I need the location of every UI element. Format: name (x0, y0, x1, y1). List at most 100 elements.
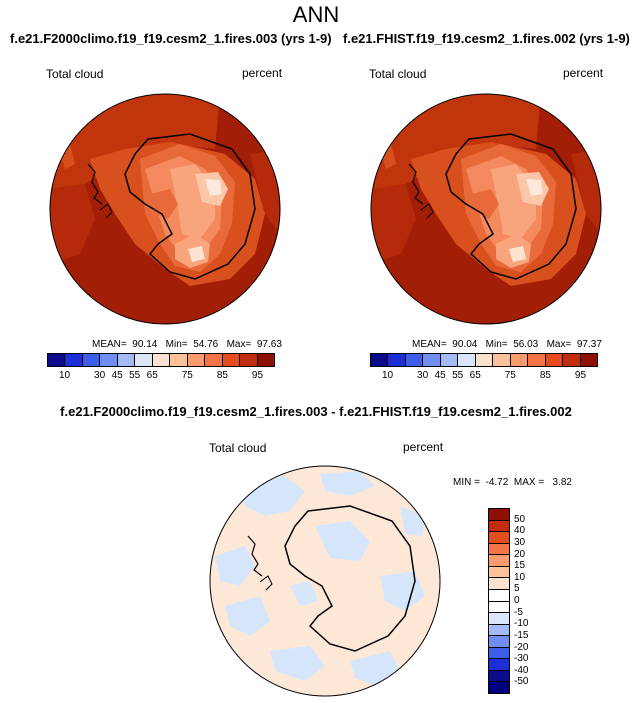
colorbar-swatch (544, 354, 563, 366)
colorbar-swatch (81, 354, 100, 366)
panel2-min-label: Min= (485, 339, 508, 350)
diff-stats: MIN = -4.72 MAX = 3.82 (453, 477, 572, 488)
panel2-mean-value: 90.04 (452, 339, 478, 350)
panel1-case-title: f.e21.F2000climo.f19_f19.cesm2_1.fires.0… (10, 31, 332, 46)
colorbar-swatch (422, 354, 440, 366)
colorbar-swatch (489, 600, 509, 613)
colorbar-swatch (151, 354, 170, 366)
colorbar-swatch (169, 354, 187, 366)
colorbar-swatch (256, 354, 275, 366)
panel2-case-title: f.e21.FHIST.f19_f19.cesm2_1.fires.002 (y… (343, 31, 630, 46)
colorbar-swatch (489, 565, 509, 578)
panel1-stats: MEAN= 90.14 Min= 54.76 Max= 97.63 (92, 339, 282, 350)
colorbar-tick-label: -10 (514, 618, 529, 630)
colorbar-tick-label: 95 (574, 370, 587, 381)
diff-map (209, 465, 441, 697)
colorbar-tick-label: 0 (514, 595, 520, 606)
colorbar-swatch (489, 646, 509, 659)
colorbar-tick-label: 30 (94, 370, 106, 381)
panel1-mean-label: MEAN= (92, 339, 127, 350)
colorbar-swatch (134, 354, 152, 366)
diff-colorbar: 50 40 30 20 15 10 5 0 -5 -10 -15 -20 -30 -40 -50 (488, 508, 548, 694)
colorbar-swatch (492, 354, 510, 366)
colorbar-swatch (489, 669, 509, 682)
colorbar-tick-label: -15 (514, 629, 529, 641)
diff-max-value: 3.82 (552, 477, 572, 488)
colorbar-swatch (387, 354, 405, 366)
colorbar-tick-label: -30 (514, 653, 529, 665)
colorbar-swatch (527, 354, 545, 366)
diff-min-label: MIN = (453, 477, 480, 488)
colorbar-swatch (371, 354, 388, 366)
colorbar-swatch (489, 658, 509, 670)
panel2-stats: MEAN= 90.04 Min= 56.03 Max= 97.37 (412, 339, 602, 350)
diff-variable-label: Total cloud (209, 441, 267, 455)
colorbar-tick-label: 15 (514, 560, 526, 572)
colorbar-swatch (489, 519, 509, 532)
panel1-min-value: 54.76 (193, 339, 219, 350)
colorbar-swatch (99, 354, 117, 366)
panel2-colorbar: 10 30 45 55 65 75 85 95 (370, 353, 598, 383)
colorbar-tick-label: 45 (434, 370, 446, 381)
diff-min-value: -4.72 (485, 477, 509, 488)
colorbar-swatch (509, 354, 528, 366)
colorbar-tick-label: 45 (111, 370, 123, 381)
colorbar-tick-label: 55 (129, 370, 141, 381)
page-title: ANN (292, 2, 340, 27)
colorbar-tick-label: 65 (146, 370, 158, 381)
panel1-colorbar: 10 30 45 55 65 75 85 95 (47, 353, 275, 383)
colorbar-tick-label: 65 (469, 370, 481, 381)
colorbar-tick-label: 10 (514, 571, 526, 583)
colorbar-tick-label: 5 (514, 583, 520, 595)
colorbar-swatch (204, 354, 222, 366)
colorbar-swatch (489, 681, 509, 693)
colorbar-swatch (116, 354, 135, 366)
colorbar-tick-label: 75 (181, 370, 193, 381)
panel1-max-label: Max= (226, 339, 252, 350)
panel1-units-label: percent (242, 66, 283, 80)
colorbar-tick-label: 85 (216, 370, 228, 381)
colorbar-swatch (489, 612, 509, 624)
panel2-map (370, 93, 602, 325)
colorbar-tick-label: 75 (504, 370, 516, 381)
panel2-units-label: percent (563, 66, 604, 80)
colorbar-swatch (221, 354, 240, 366)
colorbar-tick-label: -5 (514, 606, 523, 618)
colorbar-tick-label: -40 (514, 664, 529, 676)
panel1-map (49, 93, 281, 325)
colorbar-swatch (489, 577, 509, 589)
colorbar-swatch (186, 354, 205, 366)
colorbar-swatch (489, 588, 509, 601)
colorbar-swatch (489, 554, 509, 566)
panel1-max-value: 97.63 (256, 339, 282, 350)
colorbar-tick-label: 55 (452, 370, 464, 381)
panel2-min-value: 56.03 (513, 339, 539, 350)
colorbar-swatch (579, 354, 598, 366)
colorbar-tick-label: 30 (514, 536, 526, 548)
colorbar-swatch (64, 354, 82, 366)
colorbar-swatch (404, 354, 423, 366)
panel2-mean-label: MEAN= (412, 339, 447, 350)
colorbar-tick-label: 40 (514, 525, 526, 537)
colorbar-tick-label: 85 (539, 370, 551, 381)
panel1-mean-value: 90.14 (132, 339, 158, 350)
colorbar-tick-label: 30 (417, 370, 429, 381)
diff-units-label: percent (403, 440, 444, 454)
panel2-max-value: 97.37 (576, 339, 602, 350)
colorbar-swatch (489, 635, 509, 647)
colorbar-swatch (489, 509, 509, 520)
panel1-min-label: Min= (165, 339, 188, 350)
colorbar-swatch (489, 531, 509, 543)
colorbar-swatch (474, 354, 493, 366)
colorbar-swatch (48, 354, 65, 366)
colorbar-swatch (489, 542, 509, 555)
colorbar-swatch (457, 354, 475, 366)
colorbar-tick-label: -20 (514, 641, 529, 653)
colorbar-swatch (239, 354, 257, 366)
panel1-variable-label: Total cloud (46, 67, 104, 81)
panel2-max-label: Max= (546, 339, 572, 350)
colorbar-swatch (489, 623, 509, 636)
panel2-variable-label: Total cloud (369, 67, 427, 81)
colorbar-swatch (562, 354, 580, 366)
colorbar-tick-label: 10 (381, 370, 394, 381)
